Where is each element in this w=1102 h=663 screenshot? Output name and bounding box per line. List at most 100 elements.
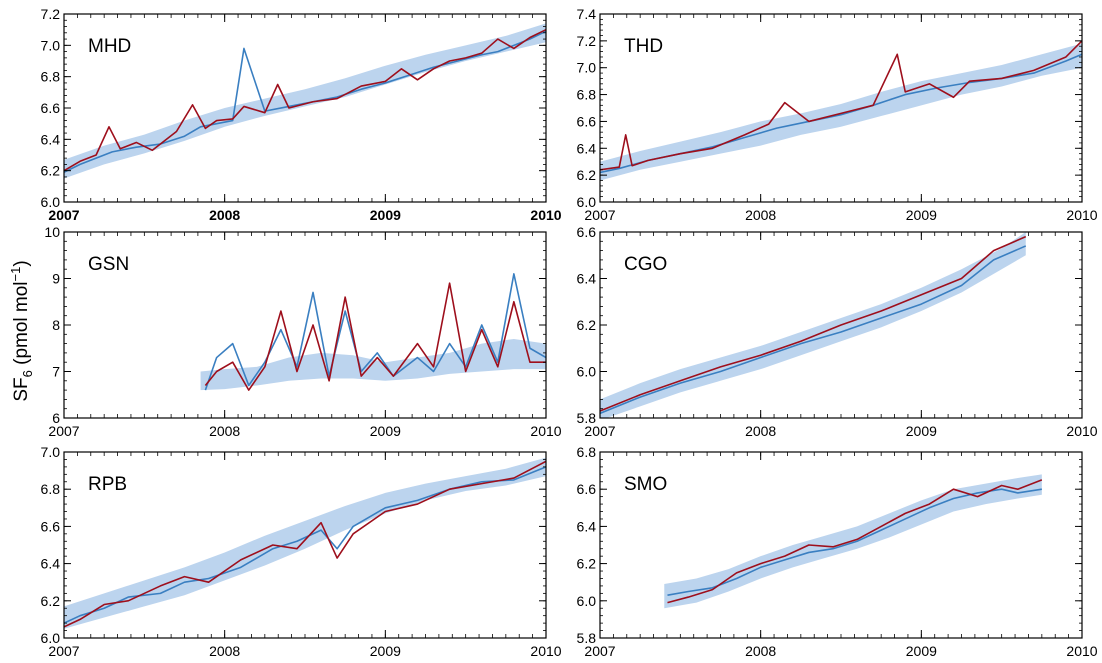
frame-gsn	[63, 231, 547, 419]
x-tick-label-cgo: 2009	[906, 423, 937, 439]
frame-mhd	[63, 13, 547, 203]
y-tick-label-mhd: 6.8	[41, 69, 61, 85]
panel-thd: 6.0 6.2 6.4 6.6 6.8 7.0 7.2 7.4 2007 2008 2009 2010…	[577, 6, 1098, 223]
station-label-smo: SMO	[624, 474, 667, 495]
y-tick-label-smo: 6.6	[577, 481, 597, 497]
y-tick-label-smo: 5.8	[577, 630, 597, 646]
y-tick-label-smo: 6.8	[577, 444, 597, 460]
y-tick-label-thd: 6.2	[577, 167, 597, 183]
station-label-mhd: MHD	[88, 36, 131, 57]
y-tick-label-mhd: 7.2	[41, 6, 61, 22]
y-tick-label-gsn: 7	[52, 364, 60, 380]
x-tick-label-mhd: 2008	[209, 207, 240, 223]
panel-rpb: 6.0 6.2 6.4 6.6 6.8 7.0 2007 2008 2009 2010 RPB	[41, 444, 562, 659]
y-tick-label-cgo: 6.2	[577, 317, 597, 333]
x-tick-label-cgo: 2010	[1066, 423, 1097, 439]
y-axis-title-main: SF	[11, 377, 32, 401]
obs-line-smo	[667, 479, 1043, 604]
panel-gsn: 6 7 8 9 10 2007 2008 2009 2010 GSN	[44, 224, 561, 439]
panels: 6.0 6.2 6.4 6.6 6.8 7.0 7.2 2007 2008 2009 2010 MHD…	[41, 6, 1098, 659]
station-label-gsn: GSN	[88, 254, 129, 275]
x-tick-label-mhd: 2009	[370, 207, 401, 223]
station-label-cgo: CGO	[624, 254, 667, 275]
uncertainty-band-mhd	[64, 23, 546, 179]
station-label-thd: THD	[624, 36, 663, 57]
y-tick-label-thd: 7.0	[577, 60, 597, 76]
x-tick-label-thd: 2007	[584, 207, 615, 223]
station-label-rpb: RPB	[88, 474, 127, 495]
plot-area-cgo	[600, 232, 1027, 418]
y-tick-label-smo: 6.4	[577, 518, 597, 534]
x-tick-label-rpb: 2007	[48, 643, 79, 659]
x-tick-label-cgo: 2008	[745, 423, 776, 439]
y-tick-label-rpb: 6.6	[41, 518, 61, 534]
x-tick-label-smo: 2007	[584, 643, 615, 659]
x-tick-label-smo: 2009	[906, 643, 937, 659]
x-tick-label-gsn: 2008	[209, 423, 240, 439]
y-tick-label-thd: 6.4	[577, 140, 597, 156]
y-axis-title: SF6 (pmol mol−1)	[8, 260, 35, 401]
y-axis-title-subscript: 6	[20, 370, 35, 377]
obs-line-thd	[600, 40, 1082, 171]
y-tick-label-rpb: 6.2	[41, 593, 61, 609]
x-tick-label-thd: 2009	[906, 207, 937, 223]
plot-area-smo	[664, 474, 1043, 609]
plot-area-mhd	[64, 23, 546, 179]
obs-line-mhd	[64, 28, 546, 172]
y-tick-label-gsn: 6	[52, 410, 60, 426]
y-tick-label-rpb: 6.8	[41, 481, 61, 497]
x-tick-label-thd: 2010	[1066, 207, 1097, 223]
y-tick-label-mhd: 6.2	[41, 163, 61, 179]
obs-line-rpb	[64, 460, 546, 628]
x-tick-label-mhd: 2010	[530, 207, 561, 223]
x-tick-label-mhd: 2007	[48, 207, 79, 223]
y-tick-label-cgo: 5.8	[577, 410, 597, 426]
y-tick-label-mhd: 7.0	[41, 37, 61, 53]
plot-area-gsn	[200, 273, 546, 391]
panel-mhd: 6.0 6.2 6.4 6.6 6.8 7.0 7.2 2007 2008 2009 2010 MHD	[41, 6, 562, 223]
model-line-cgo	[600, 245, 1027, 415]
x-tick-label-rpb: 2010	[530, 643, 561, 659]
model-line-smo	[667, 488, 1042, 597]
y-tick-label-cgo: 6.6	[577, 224, 597, 240]
y-tick-label-gsn: 10	[44, 224, 60, 240]
y-tick-label-thd: 7.4	[577, 6, 597, 22]
y-tick-label-mhd: 6.0	[41, 194, 61, 210]
panel-cgo: 5.8 6.0 6.2 6.4 6.6 2007 2008 2009 2010 CGO	[577, 224, 1098, 439]
plot-area-thd	[600, 40, 1082, 181]
x-tick-label-gsn: 2010	[530, 423, 561, 439]
y-tick-label-gsn: 9	[52, 271, 60, 287]
x-tick-label-rpb: 2009	[370, 643, 401, 659]
uncertainty-band-gsn	[200, 338, 546, 391]
x-tick-label-thd: 2008	[745, 207, 776, 223]
obs-line-cgo	[600, 235, 1027, 412]
x-tick-label-gsn: 2007	[48, 423, 79, 439]
y-tick-label-mhd: 6.6	[41, 100, 61, 116]
y-tick-label-smo: 6.2	[577, 556, 597, 572]
y-tick-label-thd: 6.0	[577, 194, 597, 210]
y-tick-label-rpb: 6.0	[41, 630, 61, 646]
y-tick-label-mhd: 6.4	[41, 131, 61, 147]
y-axis-title-superscript: −1	[8, 267, 23, 282]
y-tick-label-rpb: 6.4	[41, 556, 61, 572]
y-tick-label-thd: 7.2	[577, 33, 597, 49]
uncertainty-band-thd	[600, 43, 1082, 181]
y-axis-title-units: (pmol mol	[11, 281, 32, 370]
x-tick-label-gsn: 2009	[370, 423, 401, 439]
obs-line-gsn	[204, 282, 546, 391]
y-tick-label-cgo: 6.4	[577, 271, 597, 287]
y-tick-label-thd: 6.8	[577, 87, 597, 103]
y-tick-label-cgo: 6.0	[577, 364, 597, 380]
panel-smo: 5.8 6.0 6.2 6.4 6.6 6.8 2007 2008 2009 2010 SMO	[577, 444, 1098, 659]
y-tick-label-rpb: 7.0	[41, 444, 61, 460]
x-tick-label-cgo: 2007	[584, 423, 615, 439]
y-axis-title-units-close: )	[11, 260, 32, 266]
model-line-gsn	[204, 273, 546, 391]
y-tick-label-gsn: 8	[52, 317, 60, 333]
y-tick-label-smo: 6.0	[577, 593, 597, 609]
x-tick-label-smo: 2010	[1066, 643, 1097, 659]
x-tick-label-rpb: 2008	[209, 643, 240, 659]
x-tick-label-smo: 2008	[745, 643, 776, 659]
plot-area-rpb	[64, 457, 546, 629]
